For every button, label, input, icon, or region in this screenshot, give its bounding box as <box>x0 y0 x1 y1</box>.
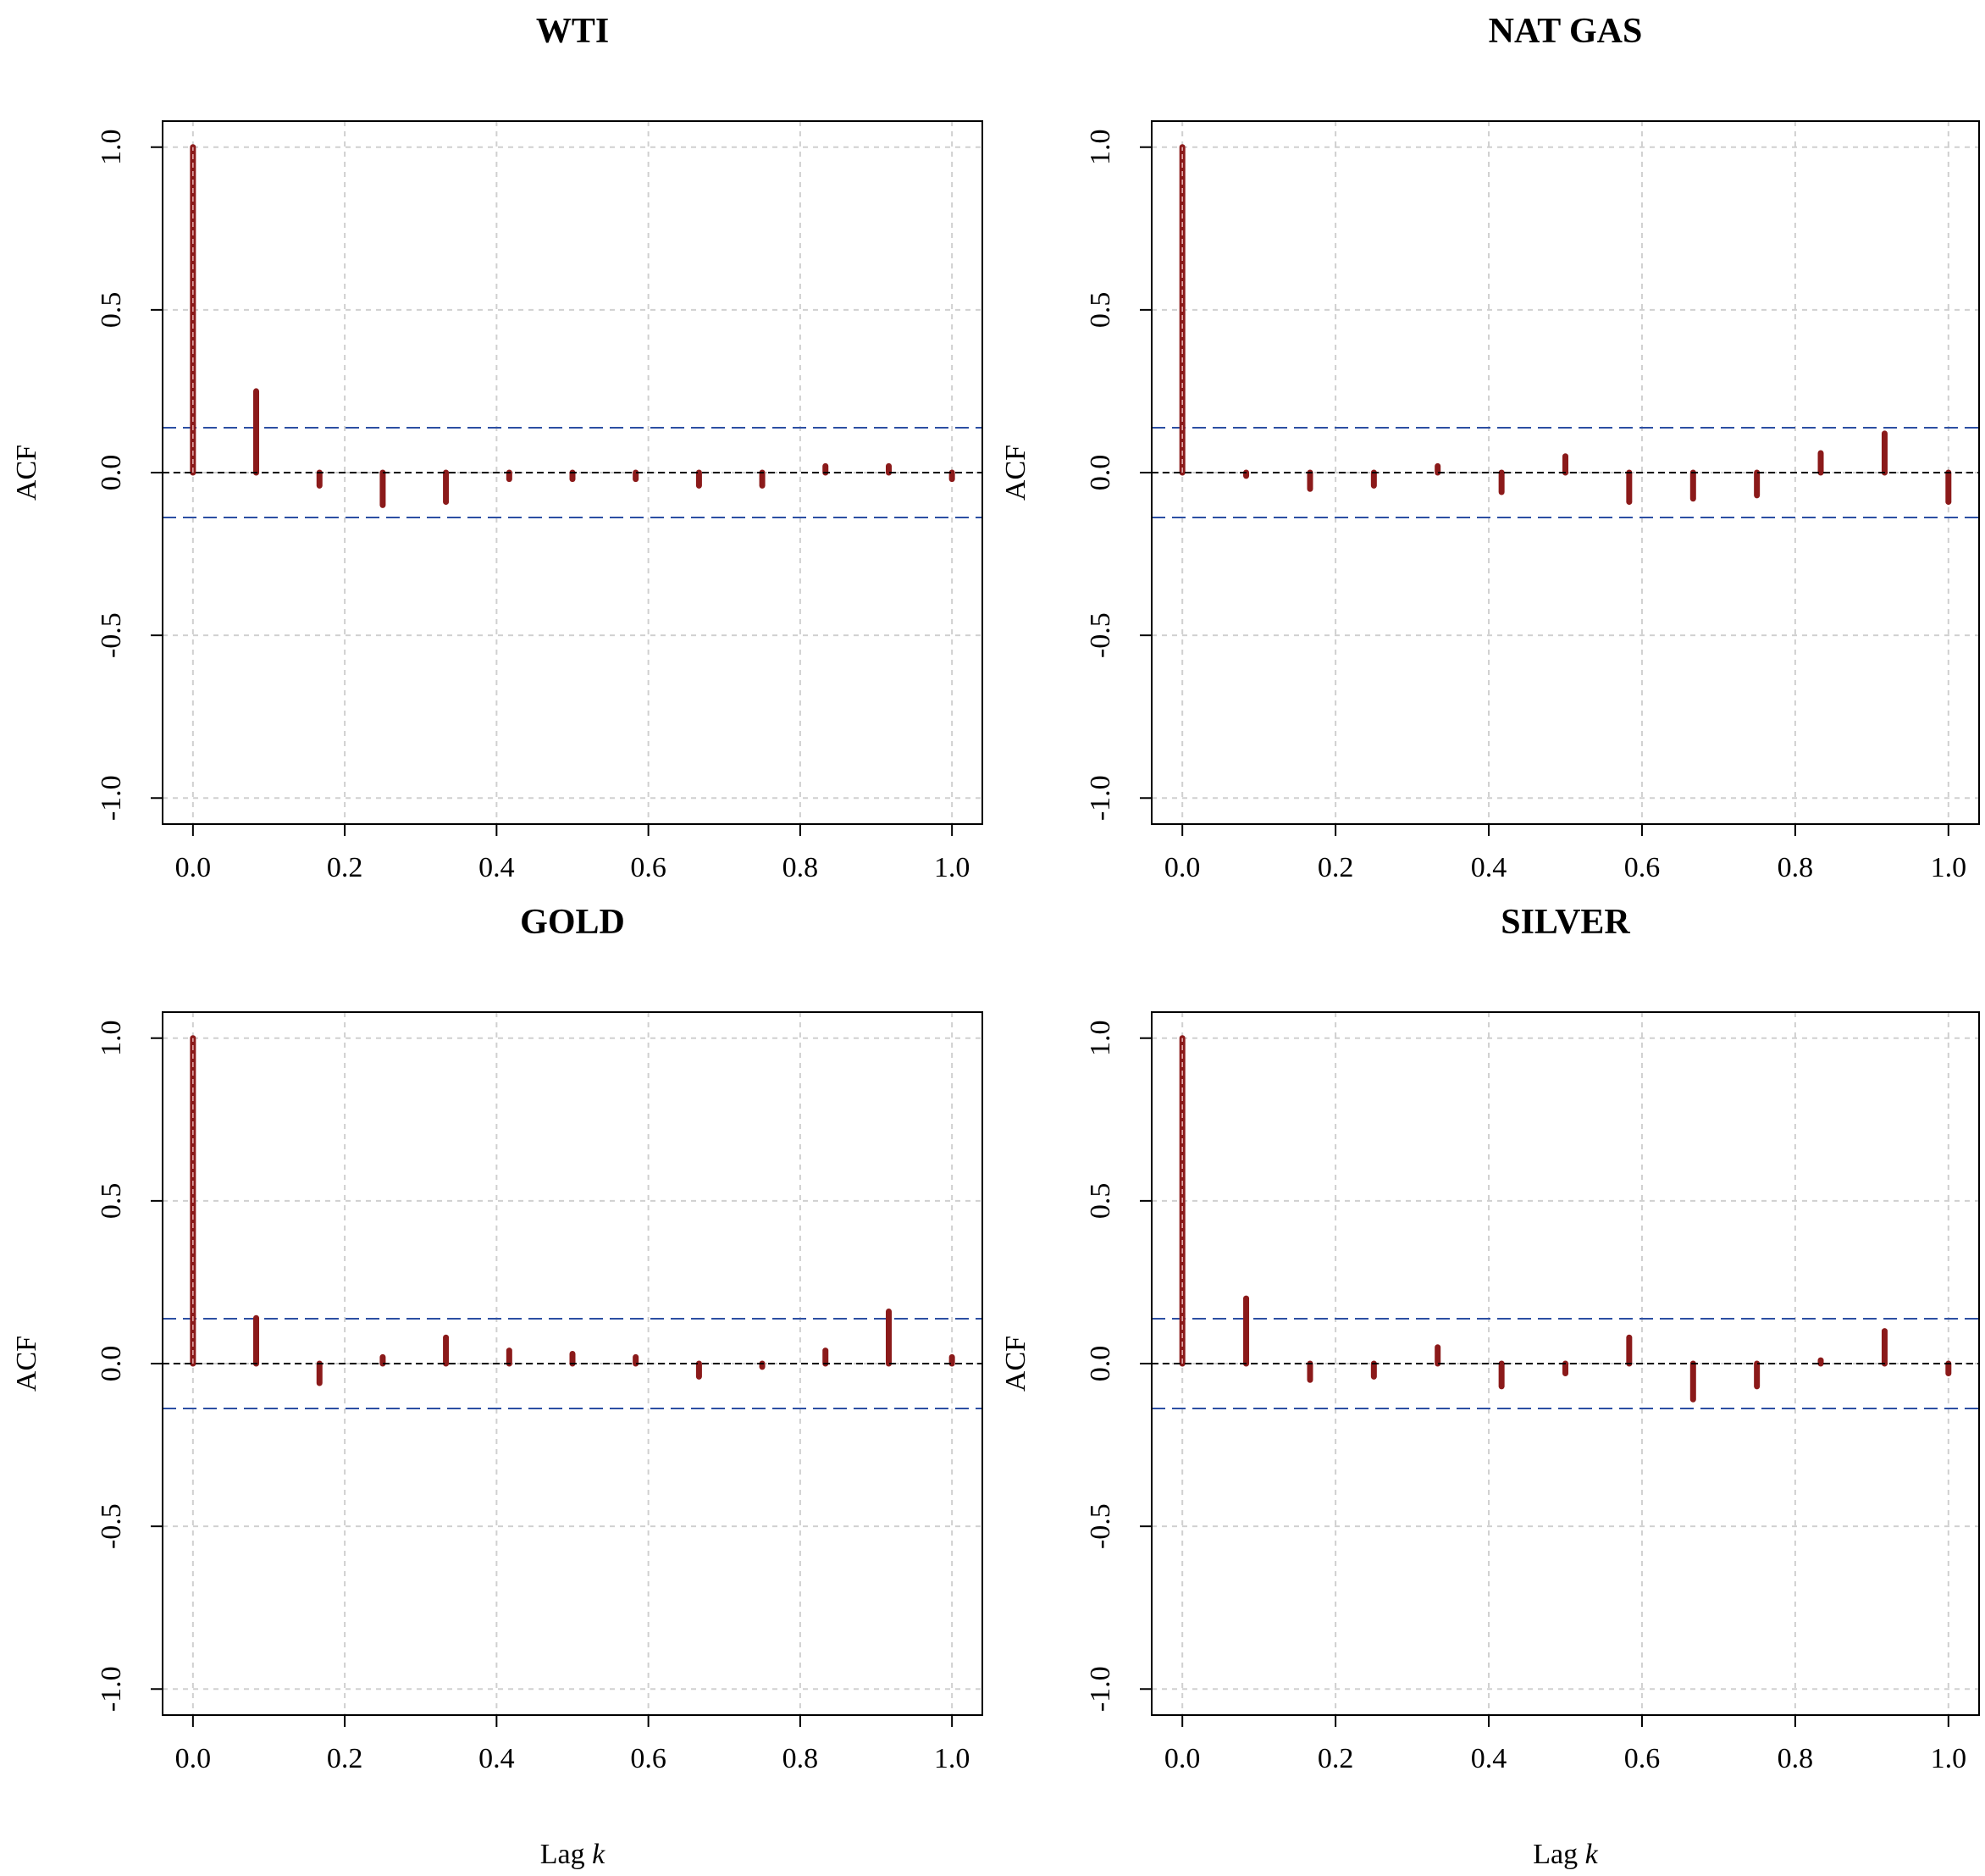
y-tick-label: 0.5 <box>96 1183 127 1220</box>
y-axis-label: ACF <box>11 445 42 501</box>
x-tick-label: 1.0 <box>934 852 970 883</box>
panel-title: GOLD <box>520 903 625 942</box>
x-tick-label: 0.0 <box>175 852 212 883</box>
y-tick-label: 0.5 <box>1085 292 1116 329</box>
x-tick-label: 0.2 <box>1318 1743 1354 1774</box>
x-tick-label: 1.0 <box>1931 1743 1967 1774</box>
x-tick-label: 0.2 <box>1318 852 1354 883</box>
panel-title: SILVER <box>1501 903 1630 942</box>
x-tick-label: 0.6 <box>1624 1743 1661 1774</box>
x-tick-label: 0.6 <box>630 852 666 883</box>
x-tick-label: 0.2 <box>327 1743 363 1774</box>
x-tick-label: 0.4 <box>1471 852 1507 883</box>
x-axis-label: Lag k <box>1533 1839 1598 1870</box>
x-tick-label: 0.8 <box>1778 852 1814 883</box>
y-tick-label: -1.0 <box>96 775 127 821</box>
x-tick-label: 0.0 <box>1164 1743 1201 1774</box>
x-tick-label: 1.0 <box>934 1743 970 1774</box>
y-tick-label: 1.0 <box>1085 1020 1116 1056</box>
y-tick-label: 1.0 <box>96 129 127 165</box>
y-tick-label: -1.0 <box>1085 1666 1116 1712</box>
x-axis-label: Lag k <box>540 1839 605 1870</box>
panel-title: NAT GAS <box>1489 12 1643 51</box>
y-axis-label: ACF <box>11 1336 42 1392</box>
y-tick-label: -0.5 <box>1085 1503 1116 1549</box>
x-tick-label: 0.8 <box>782 1743 819 1774</box>
y-tick-label: 0.0 <box>96 1346 127 1382</box>
x-tick-label: 0.0 <box>175 1743 212 1774</box>
x-tick-label: 0.0 <box>1164 852 1201 883</box>
y-tick-label: 1.0 <box>1085 129 1116 165</box>
x-tick-label: 0.4 <box>478 852 515 883</box>
acf-panel-nat-gas: 0.0 0.2 0.4 0.6 0.8 1.0 -1.0 -0.5 0.0 0.5 1.0 ACF NA… <box>1000 12 1980 883</box>
y-tick-label: -0.5 <box>96 612 127 658</box>
y-tick-label: 0.5 <box>1085 1183 1116 1220</box>
y-axis-label: ACF <box>1000 445 1031 501</box>
y-tick-label: 1.0 <box>96 1020 127 1056</box>
x-tick-label: 0.4 <box>1471 1743 1507 1774</box>
y-axis-label: ACF <box>1000 1336 1031 1392</box>
x-tick-label: 0.8 <box>782 852 819 883</box>
acf-panel-wti: 0.0 0.2 0.4 0.6 0.8 1.0 -1.0 -0.5 0.0 0.5 1.0 ACF WT… <box>11 12 983 883</box>
x-tick-label: 0.6 <box>1624 852 1661 883</box>
panel-title: WTI <box>536 12 609 51</box>
x-tick-label: 1.0 <box>1931 852 1967 883</box>
y-tick-label: -1.0 <box>96 1666 127 1712</box>
x-tick-label: 0.2 <box>327 852 363 883</box>
y-tick-label: 0.0 <box>1085 1346 1116 1382</box>
acf-panel-silver: 0.0 0.2 0.4 0.6 0.8 1.0 -1.0 -0.5 0.0 0.5 1.0 ACF SI… <box>1000 903 1980 1870</box>
x-tick-label: 0.6 <box>630 1743 666 1774</box>
acf-panel-gold: 0.0 0.2 0.4 0.6 0.8 1.0 -1.0 -0.5 0.0 0.5 1.0 ACF GO… <box>11 903 983 1870</box>
y-tick-label: -1.0 <box>1085 775 1116 821</box>
y-tick-label: 0.0 <box>1085 455 1116 491</box>
y-tick-label: -0.5 <box>1085 612 1116 658</box>
y-tick-label: 0.5 <box>96 292 127 329</box>
x-tick-label: 0.4 <box>478 1743 515 1774</box>
x-tick-label: 0.8 <box>1778 1743 1814 1774</box>
y-tick-label: -0.5 <box>96 1503 127 1549</box>
y-tick-label: 0.0 <box>96 455 127 491</box>
